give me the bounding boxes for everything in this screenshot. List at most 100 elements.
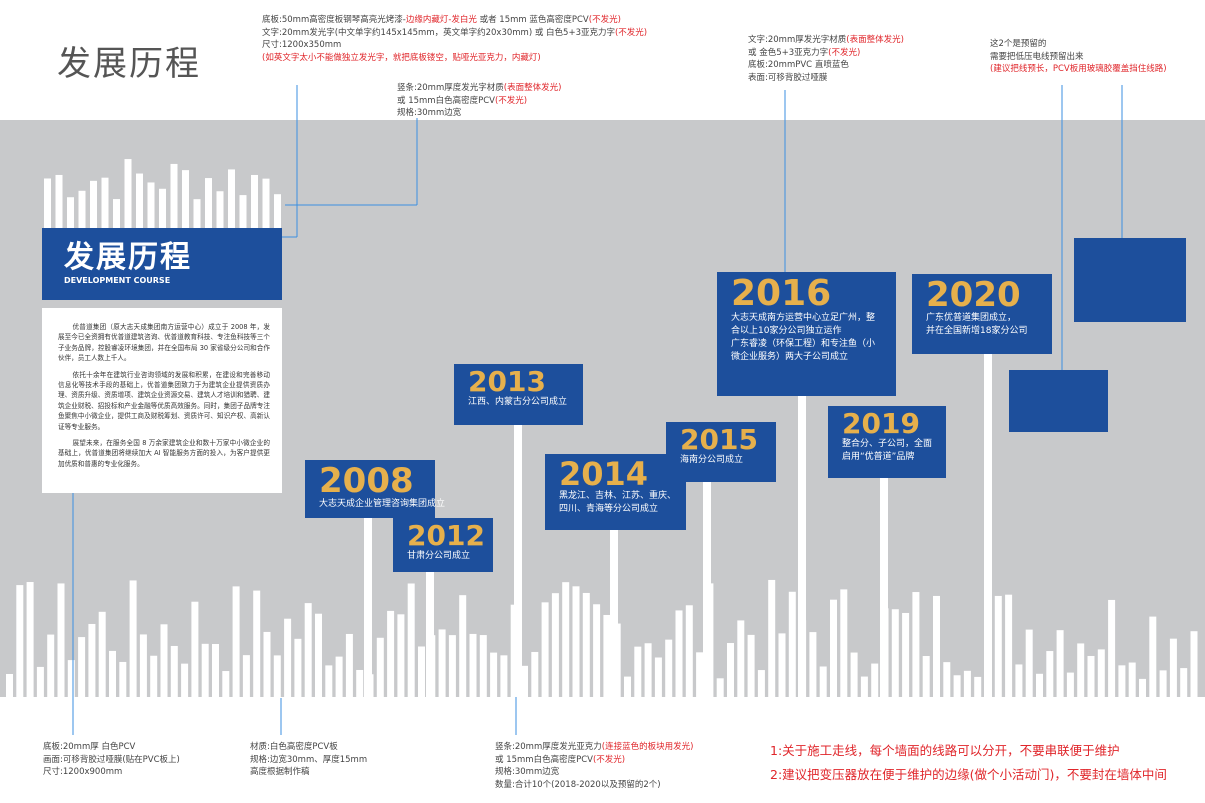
milestone-year: 2020 [926, 275, 1021, 315]
deco-bar [284, 618, 292, 697]
milestone-year: 2012 [407, 519, 485, 552]
note-text: 高度根据制作稿 [250, 767, 310, 777]
deco-bar [67, 197, 74, 228]
deco-bar [181, 663, 189, 697]
reserved-box [1009, 370, 1108, 432]
deco-bar [1025, 629, 1033, 697]
intro-subtitle: DEVELOPMENT COURSE [64, 276, 171, 285]
milestone-text: 黑龙江、吉林、江苏、重庆、 [559, 491, 677, 501]
note-text: 这2个是预留的 [990, 39, 1047, 49]
deco-bar [747, 634, 755, 697]
intro-paragraph: 展望未来，在服务全国 8 万余家建筑企业和数十万家中小微企业的基础上，优普道集团… [58, 439, 270, 468]
pole [514, 425, 522, 697]
deco-bar [251, 174, 258, 228]
milestone-text: 微企业服务）两大子公司成立 [731, 352, 849, 362]
milestone-year: 2016 [731, 273, 832, 314]
note-line: (如英文字太小不能做独立发光字，就把底板镂空，贴哑光亚克力，内藏灯) [262, 52, 647, 65]
note-text: 需要把低压电线预留出来 [990, 51, 1084, 62]
note-line: 底板:20mm厚 白色PCV [43, 741, 180, 754]
note-text: (不发光) [592, 754, 626, 765]
deco-bar [809, 632, 817, 697]
note-text: 尺寸:1200x350mm [262, 40, 342, 50]
note-text: 规格:30mm边宽 [397, 108, 462, 118]
deco-bar [933, 595, 940, 697]
deco-bar [1180, 668, 1188, 697]
deco-bar [902, 612, 910, 697]
milestone-text: 江西、内蒙古分公司成立 [468, 397, 568, 407]
deco-bar [170, 645, 178, 697]
deco-bar [757, 670, 765, 697]
deco-bar [500, 655, 508, 697]
deco-bar [113, 199, 120, 228]
deco-bar [830, 599, 837, 697]
deco-bar [788, 591, 796, 697]
deco-bar [232, 586, 240, 697]
note-text: 文字:20mm厚发光字材质 [748, 35, 847, 45]
note-text: (如英文字太小不能做独立发光字，就把底板镂空，贴哑光亚克力，内藏灯) [262, 52, 541, 63]
deco-bar [274, 194, 281, 228]
note-text: 或 金色5+3亚克力字 [748, 47, 829, 58]
deco-bar [119, 661, 127, 697]
deco-bar [407, 583, 415, 697]
deco-bar [644, 643, 652, 697]
deco-bar [891, 609, 899, 697]
intro-body: 优普道集团（原大志天成集团南方运营中心）成立于 2008 年，发展至今已全资拥有… [42, 308, 282, 493]
deco-bar [1036, 673, 1043, 697]
note-text: 规格:边宽30mm、厚度15mm [250, 754, 368, 765]
deco-bar [562, 582, 570, 697]
deco-bar [205, 178, 212, 228]
milestone-year: 2008 [319, 461, 414, 501]
deco-bar [1046, 651, 1054, 697]
deco-bar [593, 604, 601, 697]
page-title: 发展历程 [57, 44, 201, 84]
deco-bar [159, 188, 166, 228]
note-text: 或者 15mm 蓝色高密度PCV [476, 15, 589, 25]
milestone-box: 2016 大志天成南方运营中心立足广州，整 合以上10家分公司独立运作 广东睿凌（环保… [717, 272, 896, 396]
deco-bar [1056, 630, 1064, 697]
milestone-box: 2013 江西、内蒙古分公司成立 [454, 364, 583, 425]
pole [703, 482, 711, 697]
deco-bar [191, 601, 199, 697]
deco-bar [459, 595, 467, 697]
deco-bar [531, 651, 539, 697]
deco-bar [665, 639, 673, 697]
deco-bar [1087, 655, 1095, 697]
deco-bar [47, 634, 55, 697]
deco-bar [222, 671, 230, 697]
deco-bar [1015, 664, 1023, 697]
deco-bar [1108, 599, 1116, 697]
milestone-text: 广东睿凌（环保工程）和专注鱼（小 [731, 339, 876, 349]
deco-bar [727, 643, 734, 697]
deco-bar [1066, 672, 1074, 697]
intro-paragraph: 依托十余年在建筑行业咨询领域的发展和积累，在建设和完善移动信息化等技术手段的基础… [58, 370, 270, 431]
deco-bar [490, 652, 498, 697]
deco-bar [675, 610, 683, 697]
deco-bar [356, 669, 364, 697]
note-text: 数量:合计10个(2018-2020以及预留的2个) [495, 779, 661, 790]
deco-bar [67, 660, 75, 697]
deco-bar [551, 593, 559, 697]
milestone-text: 大志天成南方运营中心立足广州，整 [731, 313, 876, 323]
deco-bar [90, 180, 97, 228]
intro-paragraph: 优普道集团（原大志天成集团南方运营中心）成立于 2008 年，发展至今已全资拥有… [58, 323, 270, 363]
note-text: (表面整体发光) [846, 35, 904, 45]
note-text: 底板:50mm高密度板钢琴高亮光烤漆- [262, 15, 406, 25]
note-line: 文字:20mm厚发光字材质(表面整体发光) [748, 34, 904, 47]
deco-bar [36, 666, 44, 697]
note-text: (连接蓝色的板块用发光) [601, 742, 694, 752]
deco-bar [88, 623, 96, 697]
deco-bar [572, 586, 580, 697]
note-line: 这2个是预留的 [990, 38, 1167, 51]
deco-bar [263, 631, 271, 697]
note-line: 尺寸:1200x350mm [262, 39, 647, 52]
deco-bar [124, 159, 132, 228]
note-text: 底板:20mm厚 白色PCV [43, 742, 136, 752]
deco-bar [582, 592, 590, 697]
note-text: (不发光) [828, 47, 861, 58]
deco-bar [129, 580, 137, 697]
note-text: 底板:20mmPVC 直喷蓝色 [748, 60, 849, 70]
milestone-year: 2019 [842, 407, 920, 440]
milestone-box: 2008 大志天成企业管理咨询集团成立 [305, 460, 445, 518]
milestone-text: 整合分、子公司，全面 [842, 439, 933, 449]
intro-header: 发展历程 DEVELOPMENT COURSE [42, 228, 282, 300]
